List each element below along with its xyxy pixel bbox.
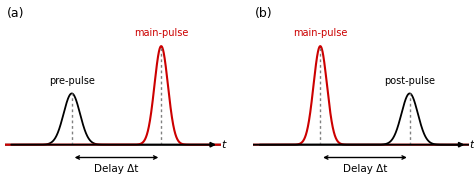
Text: t: t [221, 140, 225, 150]
Text: (a): (a) [7, 7, 24, 20]
Text: main-pulse: main-pulse [293, 28, 347, 38]
Text: t: t [469, 140, 474, 150]
Text: post-pulse: post-pulse [384, 75, 435, 86]
Text: (b): (b) [255, 7, 273, 20]
Text: pre-pulse: pre-pulse [49, 75, 95, 86]
Text: Delay Δt: Delay Δt [343, 164, 387, 174]
Text: main-pulse: main-pulse [134, 28, 188, 38]
Text: Delay Δt: Delay Δt [94, 164, 139, 174]
